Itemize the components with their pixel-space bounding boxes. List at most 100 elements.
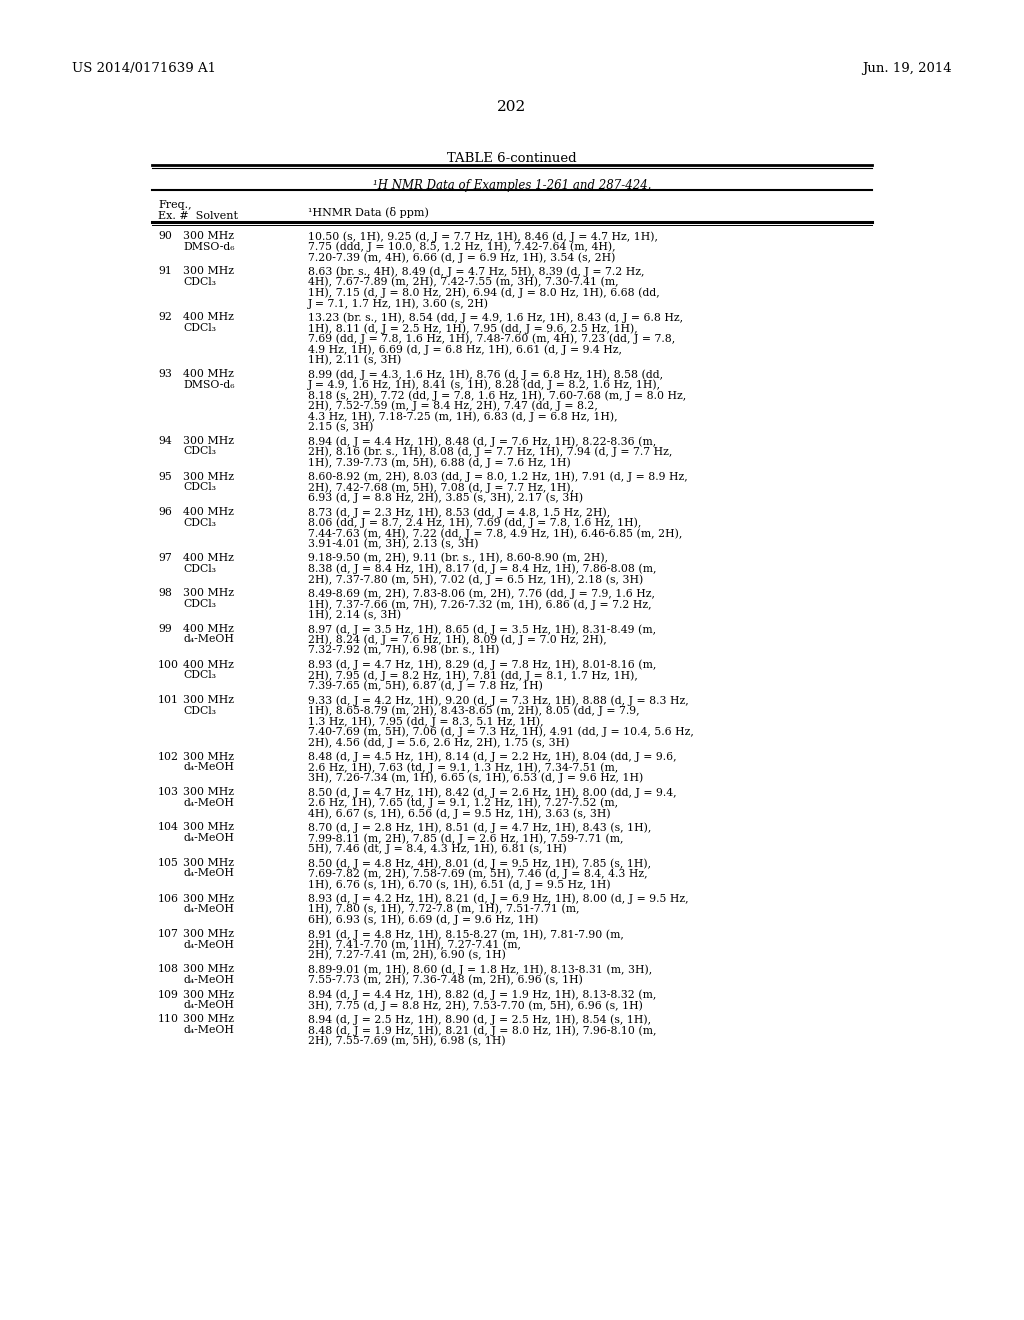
Text: Jun. 19, 2014: Jun. 19, 2014 (862, 62, 952, 75)
Text: 110: 110 (158, 1015, 179, 1024)
Text: 2H), 8.24 (d, J = 7.6 Hz, 1H), 8.09 (d, J = 7.0 Hz, 2H),: 2H), 8.24 (d, J = 7.6 Hz, 1H), 8.09 (d, … (308, 635, 607, 645)
Text: 104: 104 (158, 822, 179, 833)
Text: 7.99-8.11 (m, 2H), 7.85 (d, J = 2.6 Hz, 1H), 7.59-7.71 (m,: 7.99-8.11 (m, 2H), 7.85 (d, J = 2.6 Hz, … (308, 833, 624, 843)
Text: 8.38 (d, J = 8.4 Hz, 1H), 8.17 (d, J = 8.4 Hz, 1H), 7.86-8.08 (m,: 8.38 (d, J = 8.4 Hz, 1H), 8.17 (d, J = 8… (308, 564, 656, 574)
Text: CDCl₃: CDCl₃ (183, 517, 216, 528)
Text: 8.93 (d, J = 4.7 Hz, 1H), 8.29 (d, J = 7.8 Hz, 1H), 8.01-8.16 (m,: 8.93 (d, J = 4.7 Hz, 1H), 8.29 (d, J = 7… (308, 660, 656, 671)
Text: 3H), 7.26-7.34 (m, 1H), 6.65 (s, 1H), 6.53 (d, J = 9.6 Hz, 1H): 3H), 7.26-7.34 (m, 1H), 6.65 (s, 1H), 6.… (308, 772, 643, 783)
Text: 300 MHz: 300 MHz (183, 965, 234, 974)
Text: 300 MHz: 300 MHz (183, 787, 234, 797)
Text: 2H), 8.16 (br. s., 1H), 8.08 (d, J = 7.7 Hz, 1H), 7.94 (d, J = 7.7 Hz,: 2H), 8.16 (br. s., 1H), 8.08 (d, J = 7.7… (308, 446, 673, 457)
Text: 103: 103 (158, 787, 179, 797)
Text: 2H), 7.37-7.80 (m, 5H), 7.02 (d, J = 6.5 Hz, 1H), 2.18 (s, 3H): 2H), 7.37-7.80 (m, 5H), 7.02 (d, J = 6.5… (308, 574, 643, 585)
Text: 108: 108 (158, 965, 179, 974)
Text: 2H), 4.56 (dd, J = 5.6, 2.6 Hz, 2H), 1.75 (s, 3H): 2H), 4.56 (dd, J = 5.6, 2.6 Hz, 2H), 1.7… (308, 737, 569, 747)
Text: 6.93 (d, J = 8.8 Hz, 2H), 3.85 (s, 3H), 2.17 (s, 3H): 6.93 (d, J = 8.8 Hz, 2H), 3.85 (s, 3H), … (308, 492, 583, 503)
Text: 3H), 7.75 (d, J = 8.8 Hz, 2H), 7.53-7.70 (m, 5H), 6.96 (s, 1H): 3H), 7.75 (d, J = 8.8 Hz, 2H), 7.53-7.70… (308, 1001, 643, 1011)
Text: 8.48 (d, J = 1.9 Hz, 1H), 8.21 (d, J = 8.0 Hz, 1H), 7.96-8.10 (m,: 8.48 (d, J = 1.9 Hz, 1H), 8.21 (d, J = 8… (308, 1026, 656, 1036)
Text: 1H), 7.15 (d, J = 8.0 Hz, 2H), 6.94 (d, J = 8.0 Hz, 1H), 6.68 (dd,: 1H), 7.15 (d, J = 8.0 Hz, 2H), 6.94 (d, … (308, 288, 659, 298)
Text: d₄-MeOH: d₄-MeOH (183, 904, 233, 913)
Text: CDCl₃: CDCl₃ (183, 564, 216, 573)
Text: 300 MHz: 300 MHz (183, 751, 234, 762)
Text: 4H), 6.67 (s, 1H), 6.56 (d, J = 9.5 Hz, 1H), 3.63 (s, 3H): 4H), 6.67 (s, 1H), 6.56 (d, J = 9.5 Hz, … (308, 808, 610, 818)
Text: 8.73 (d, J = 2.3 Hz, 1H), 8.53 (dd, J = 4.8, 1.5 Hz, 2H),: 8.73 (d, J = 2.3 Hz, 1H), 8.53 (dd, J = … (308, 507, 610, 517)
Text: 1H), 8.65-8.79 (m, 2H), 8.43-8.65 (m, 2H), 8.05 (dd, J = 7.9,: 1H), 8.65-8.79 (m, 2H), 8.43-8.65 (m, 2H… (308, 705, 640, 715)
Text: 1H), 6.76 (s, 1H), 6.70 (s, 1H), 6.51 (d, J = 9.5 Hz, 1H): 1H), 6.76 (s, 1H), 6.70 (s, 1H), 6.51 (d… (308, 879, 610, 890)
Text: 4.3 Hz, 1H), 7.18-7.25 (m, 1H), 6.83 (d, J = 6.8 Hz, 1H),: 4.3 Hz, 1H), 7.18-7.25 (m, 1H), 6.83 (d,… (308, 411, 617, 421)
Text: 2H), 7.95 (d, J = 8.2 Hz, 1H), 7.81 (dd, J = 8.1, 1.7 Hz, 1H),: 2H), 7.95 (d, J = 8.2 Hz, 1H), 7.81 (dd,… (308, 671, 638, 681)
Text: 400 MHz: 400 MHz (183, 553, 233, 564)
Text: 105: 105 (158, 858, 179, 869)
Text: 400 MHz: 400 MHz (183, 507, 233, 517)
Text: 13.23 (br. s., 1H), 8.54 (dd, J = 4.9, 1.6 Hz, 1H), 8.43 (d, J = 6.8 Hz,: 13.23 (br. s., 1H), 8.54 (dd, J = 4.9, 1… (308, 313, 683, 323)
Text: 91: 91 (158, 267, 172, 276)
Text: 2.15 (s, 3H): 2.15 (s, 3H) (308, 421, 374, 432)
Text: 300 MHz: 300 MHz (183, 990, 234, 999)
Text: 7.20-7.39 (m, 4H), 6.66 (d, J = 6.9 Hz, 1H), 3.54 (s, 2H): 7.20-7.39 (m, 4H), 6.66 (d, J = 6.9 Hz, … (308, 252, 615, 263)
Text: 92: 92 (158, 313, 172, 322)
Text: 9.18-9.50 (m, 2H), 9.11 (br. s., 1H), 8.60-8.90 (m, 2H),: 9.18-9.50 (m, 2H), 9.11 (br. s., 1H), 8.… (308, 553, 608, 564)
Text: CDCl₃: CDCl₃ (183, 482, 216, 492)
Text: 1H), 2.11 (s, 3H): 1H), 2.11 (s, 3H) (308, 355, 401, 364)
Text: CDCl₃: CDCl₃ (183, 599, 216, 609)
Text: 8.94 (d, J = 4.4 Hz, 1H), 8.48 (d, J = 7.6 Hz, 1H), 8.22-8.36 (m,: 8.94 (d, J = 4.4 Hz, 1H), 8.48 (d, J = 7… (308, 436, 656, 446)
Text: 96: 96 (158, 507, 172, 517)
Text: 400 MHz: 400 MHz (183, 624, 233, 634)
Text: 7.44-7.63 (m, 4H), 7.22 (dd, J = 7.8, 4.9 Hz, 1H), 6.46-6.85 (m, 2H),: 7.44-7.63 (m, 4H), 7.22 (dd, J = 7.8, 4.… (308, 528, 682, 539)
Text: d₄-MeOH: d₄-MeOH (183, 940, 233, 949)
Text: 400 MHz: 400 MHz (183, 370, 233, 379)
Text: TABLE 6-continued: TABLE 6-continued (447, 152, 577, 165)
Text: 2H), 7.27-7.41 (m, 2H), 6.90 (s, 1H): 2H), 7.27-7.41 (m, 2H), 6.90 (s, 1H) (308, 950, 506, 961)
Text: 300 MHz: 300 MHz (183, 471, 234, 482)
Text: 8.60-8.92 (m, 2H), 8.03 (dd, J = 8.0, 1.2 Hz, 1H), 7.91 (d, J = 8.9 Hz,: 8.60-8.92 (m, 2H), 8.03 (dd, J = 8.0, 1.… (308, 471, 688, 482)
Text: 1H), 7.37-7.66 (m, 7H), 7.26-7.32 (m, 1H), 6.86 (d, J = 7.2 Hz,: 1H), 7.37-7.66 (m, 7H), 7.26-7.32 (m, 1H… (308, 599, 651, 610)
Text: 300 MHz: 300 MHz (183, 436, 234, 446)
Text: 2H), 7.41-7.70 (m, 11H), 7.27-7.41 (m,: 2H), 7.41-7.70 (m, 11H), 7.27-7.41 (m, (308, 940, 521, 950)
Text: 8.93 (d, J = 4.2 Hz, 1H), 8.21 (d, J = 6.9 Hz, 1H), 8.00 (d, J = 9.5 Hz,: 8.93 (d, J = 4.2 Hz, 1H), 8.21 (d, J = 6… (308, 894, 688, 904)
Text: 101: 101 (158, 696, 179, 705)
Text: 106: 106 (158, 894, 179, 903)
Text: 5H), 7.46 (dt, J = 8.4, 4.3 Hz, 1H), 6.81 (s, 1H): 5H), 7.46 (dt, J = 8.4, 4.3 Hz, 1H), 6.8… (308, 843, 566, 854)
Text: ¹H NMR Data of Examples 1-261 and 287-424.: ¹H NMR Data of Examples 1-261 and 287-42… (373, 180, 651, 191)
Text: 8.06 (dd, J = 8.7, 2.4 Hz, 1H), 7.69 (dd, J = 7.8, 1.6 Hz, 1H),: 8.06 (dd, J = 8.7, 2.4 Hz, 1H), 7.69 (dd… (308, 517, 641, 528)
Text: d₄-MeOH: d₄-MeOH (183, 797, 233, 808)
Text: 98: 98 (158, 589, 172, 598)
Text: 7.55-7.73 (m, 2H), 7.36-7.48 (m, 2H), 6.96 (s, 1H): 7.55-7.73 (m, 2H), 7.36-7.48 (m, 2H), 6.… (308, 975, 583, 985)
Text: 2H), 7.52-7.59 (m, J = 8.4 Hz, 2H), 7.47 (dd, J = 8.2,: 2H), 7.52-7.59 (m, J = 8.4 Hz, 2H), 7.47… (308, 400, 598, 411)
Text: 8.94 (d, J = 2.5 Hz, 1H), 8.90 (d, J = 2.5 Hz, 1H), 8.54 (s, 1H),: 8.94 (d, J = 2.5 Hz, 1H), 8.90 (d, J = 2… (308, 1015, 651, 1026)
Text: 100: 100 (158, 660, 179, 669)
Text: 8.91 (d, J = 4.8 Hz, 1H), 8.15-8.27 (m, 1H), 7.81-7.90 (m,: 8.91 (d, J = 4.8 Hz, 1H), 8.15-8.27 (m, … (308, 929, 624, 940)
Text: 400 MHz: 400 MHz (183, 660, 233, 669)
Text: 300 MHz: 300 MHz (183, 1015, 234, 1024)
Text: 300 MHz: 300 MHz (183, 589, 234, 598)
Text: 2H), 7.55-7.69 (m, 5H), 6.98 (s, 1H): 2H), 7.55-7.69 (m, 5H), 6.98 (s, 1H) (308, 1035, 506, 1045)
Text: 95: 95 (158, 471, 172, 482)
Text: 8.18 (s, 2H), 7.72 (dd, J = 7.8, 1.6 Hz, 1H), 7.60-7.68 (m, J = 8.0 Hz,: 8.18 (s, 2H), 7.72 (dd, J = 7.8, 1.6 Hz,… (308, 389, 686, 400)
Text: 4.9 Hz, 1H), 6.69 (d, J = 6.8 Hz, 1H), 6.61 (d, J = 9.4 Hz,: 4.9 Hz, 1H), 6.69 (d, J = 6.8 Hz, 1H), 6… (308, 345, 622, 355)
Text: 7.39-7.65 (m, 5H), 6.87 (d, J = 7.8 Hz, 1H): 7.39-7.65 (m, 5H), 6.87 (d, J = 7.8 Hz, … (308, 681, 543, 692)
Text: 300 MHz: 300 MHz (183, 858, 234, 869)
Text: 8.89-9.01 (m, 1H), 8.60 (d, J = 1.8 Hz, 1H), 8.13-8.31 (m, 3H),: 8.89-9.01 (m, 1H), 8.60 (d, J = 1.8 Hz, … (308, 965, 652, 975)
Text: 8.70 (d, J = 2.8 Hz, 1H), 8.51 (d, J = 4.7 Hz, 1H), 8.43 (s, 1H),: 8.70 (d, J = 2.8 Hz, 1H), 8.51 (d, J = 4… (308, 822, 651, 833)
Text: ¹HNMR Data (δ ppm): ¹HNMR Data (δ ppm) (308, 207, 429, 218)
Text: 93: 93 (158, 370, 172, 379)
Text: 109: 109 (158, 990, 179, 999)
Text: 300 MHz: 300 MHz (183, 822, 234, 833)
Text: 2H), 7.42-7.68 (m, 5H), 7.08 (d, J = 7.7 Hz, 1H),: 2H), 7.42-7.68 (m, 5H), 7.08 (d, J = 7.7… (308, 482, 574, 492)
Text: 8.94 (d, J = 4.4 Hz, 1H), 8.82 (d, J = 1.9 Hz, 1H), 8.13-8.32 (m,: 8.94 (d, J = 4.4 Hz, 1H), 8.82 (d, J = 1… (308, 990, 656, 1001)
Text: CDCl₃: CDCl₃ (183, 323, 216, 333)
Text: 102: 102 (158, 751, 179, 762)
Text: 99: 99 (158, 624, 172, 634)
Text: DMSO-d₆: DMSO-d₆ (183, 242, 234, 252)
Text: 2.6 Hz, 1H), 7.63 (td, J = 9.1, 1.3 Hz, 1H), 7.34-7.51 (m,: 2.6 Hz, 1H), 7.63 (td, J = 9.1, 1.3 Hz, … (308, 762, 618, 772)
Text: d₄-MeOH: d₄-MeOH (183, 635, 233, 644)
Text: CDCl₃: CDCl₃ (183, 671, 216, 680)
Text: 10.50 (s, 1H), 9.25 (d, J = 7.7 Hz, 1H), 8.46 (d, J = 4.7 Hz, 1H),: 10.50 (s, 1H), 9.25 (d, J = 7.7 Hz, 1H),… (308, 231, 658, 242)
Text: 90: 90 (158, 231, 172, 242)
Text: 8.63 (br. s., 4H), 8.49 (d, J = 4.7 Hz, 5H), 8.39 (d, J = 7.2 Hz,: 8.63 (br. s., 4H), 8.49 (d, J = 4.7 Hz, … (308, 267, 644, 277)
Text: 300 MHz: 300 MHz (183, 696, 234, 705)
Text: d₄-MeOH: d₄-MeOH (183, 975, 233, 985)
Text: 8.97 (d, J = 3.5 Hz, 1H), 8.65 (d, J = 3.5 Hz, 1H), 8.31-8.49 (m,: 8.97 (d, J = 3.5 Hz, 1H), 8.65 (d, J = 3… (308, 624, 656, 635)
Text: Freq.,: Freq., (158, 201, 191, 210)
Text: CDCl₃: CDCl₃ (183, 446, 216, 457)
